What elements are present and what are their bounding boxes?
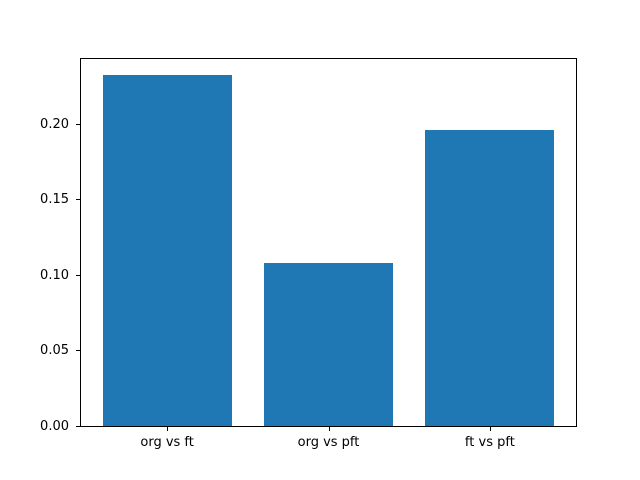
x-tick-mark	[167, 427, 169, 431]
y-tick-label: 0.15	[40, 192, 69, 208]
bar-ft-vs-pft	[425, 129, 555, 426]
y-tick-label: 0.05	[40, 343, 69, 359]
y-tick-mark	[76, 426, 80, 427]
bar-org-vs-pft	[263, 262, 394, 426]
y-tick-mark	[76, 274, 80, 276]
bar-org-vs-ft	[102, 75, 232, 426]
x-tick-label: org vs pft	[297, 435, 360, 450]
y-tick-mark	[76, 199, 80, 201]
y-tick-mark	[76, 123, 80, 125]
x-tick-label: org vs ft	[140, 435, 194, 450]
x-tick-mark	[328, 427, 330, 431]
y-tick-mark	[76, 350, 80, 352]
y-tick-label: 0.10	[40, 267, 69, 283]
x-tick-label: ft vs pft	[464, 435, 515, 450]
x-tick-mark	[489, 427, 491, 431]
plot-area	[80, 58, 577, 427]
y-tick-label: 0.00	[40, 419, 69, 434]
y-tick-label: 0.20	[40, 116, 69, 132]
